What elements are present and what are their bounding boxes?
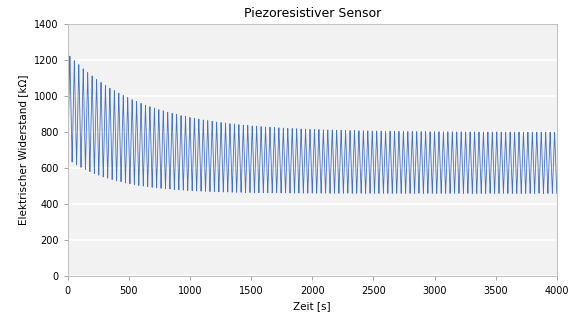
Title: Piezoresistiver Sensor: Piezoresistiver Sensor: [244, 7, 381, 20]
X-axis label: Zeit [s]: Zeit [s]: [293, 301, 331, 311]
Y-axis label: Elektrischer Widerstand [kΩ]: Elektrischer Widerstand [kΩ]: [18, 75, 28, 225]
